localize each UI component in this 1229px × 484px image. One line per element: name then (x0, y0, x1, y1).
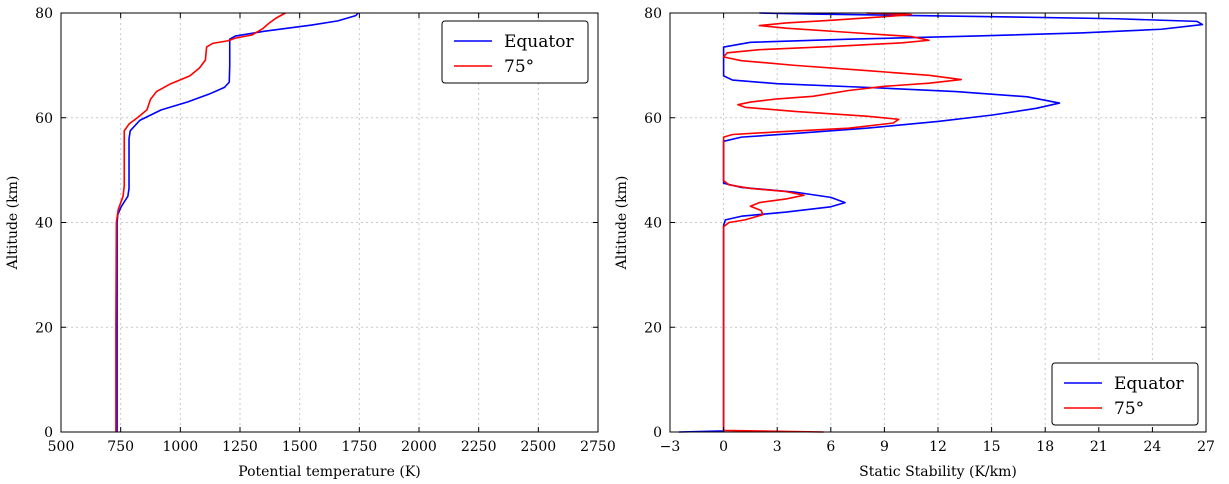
legend-entry: 75° (1114, 399, 1144, 419)
legend-box (1051, 362, 1199, 426)
y-axis-label: Altitude (km) (5, 176, 21, 271)
y-tick-label: 20 (644, 320, 662, 336)
y-tick-label: 80 (35, 6, 53, 22)
x-tick-label: 18 (1036, 439, 1054, 455)
y-tick-label: 0 (653, 425, 662, 441)
x-tick-label: 27 (1197, 439, 1215, 455)
x-tick-label: 0 (719, 439, 728, 455)
y-tick-label: 40 (35, 216, 53, 232)
x-tick-label: 1000 (163, 439, 199, 455)
left-panel-potential-temperature: 500 750 1000 1250 1500 1750 2000 2250 2500 2750 0 2… (5, 6, 616, 480)
legend: Equator 75° (1051, 362, 1199, 426)
series-line-equator (116, 12, 359, 432)
x-tick-label: 2750 (580, 439, 616, 455)
y-tick-label: 20 (35, 320, 53, 336)
series-line-75-degrees (722, 12, 963, 433)
legend-entry: Equator (1114, 374, 1184, 394)
series-line-75-degrees (115, 12, 286, 432)
y-tick-label: 60 (644, 111, 662, 127)
x-tick-label: 2500 (521, 439, 557, 455)
x-tick-label: 1750 (342, 439, 378, 455)
y-tick-label: 0 (44, 425, 53, 441)
x-tick-label: 2000 (401, 439, 437, 455)
legend-box (441, 20, 589, 84)
x-tick-label: −3 (660, 439, 681, 455)
y-axis-label: Altitude (km) (614, 176, 630, 271)
x-tick-label: 2250 (461, 439, 497, 455)
x-axis-label: Static Stability (K/km) (859, 464, 1017, 480)
y-tick-label: 80 (644, 6, 662, 22)
legend-entry: Equator (504, 32, 574, 52)
x-tick-label: 750 (107, 439, 134, 455)
legend: Equator 75° (441, 20, 589, 84)
x-tick-label: 1500 (282, 439, 318, 455)
x-tick-label: 21 (1090, 439, 1108, 455)
x-tick-label: 1250 (222, 439, 258, 455)
x-tick-label: 3 (773, 439, 782, 455)
y-tick-label: 60 (35, 111, 53, 127)
x-tick-label: 24 (1143, 439, 1161, 455)
x-tick-label: 15 (983, 439, 1001, 455)
series-line-equator (678, 12, 1204, 433)
x-tick-label: 9 (880, 439, 889, 455)
x-tick-label: 6 (826, 439, 835, 455)
legend-entry: 75° (504, 57, 534, 77)
x-axis-label: Potential temperature (K) (238, 464, 421, 480)
y-tick-label: 40 (644, 216, 662, 232)
x-tick-label: 500 (48, 439, 75, 455)
x-tick-label: 12 (929, 439, 947, 455)
